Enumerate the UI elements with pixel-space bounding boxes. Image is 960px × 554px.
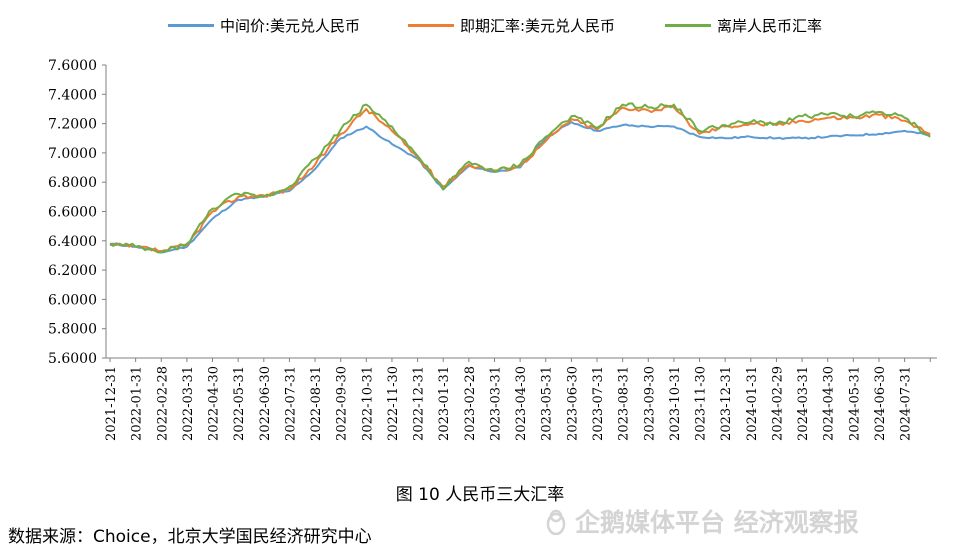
y-tick-label: 6.8000 xyxy=(48,175,97,191)
watermark: 企鹅媒体平台 经济观察报 xyxy=(545,503,859,539)
legend-label-mid-rate: 中间价:美元兑人民币 xyxy=(220,16,361,35)
y-tick-label: 6.0000 xyxy=(48,292,97,308)
legend-swatch-mid-rate xyxy=(168,23,214,27)
x-tick-label: 2024-02-29 xyxy=(770,366,785,441)
series-line-offshore-rate xyxy=(109,102,931,254)
x-tick-label: 2024-04-30 xyxy=(822,366,837,441)
x-tick-label: 2023-02-28 xyxy=(463,366,478,441)
x-tick-label: 2024-01-31 xyxy=(745,366,760,441)
x-tick-label: 2022-09-30 xyxy=(335,366,350,441)
y-tick-label: 5.6000 xyxy=(48,351,97,367)
x-tick-label: 2023-04-30 xyxy=(514,366,529,441)
legend-swatch-spot-rate xyxy=(408,23,454,27)
y-tick-label: 6.4000 xyxy=(48,234,97,250)
x-tick-label: 2022-02-28 xyxy=(155,366,170,441)
y-tick-label: 7.6000 xyxy=(48,58,97,74)
legend: 中间价:美元兑人民币 即期汇率:美元兑人民币 离岸人民币汇率 xyxy=(0,12,960,38)
x-tick-label: 2022-03-31 xyxy=(181,366,196,441)
legend-item-mid-rate: 中间价:美元兑人民币 xyxy=(168,12,360,38)
x-tick-label: 2024-06-30 xyxy=(873,366,888,441)
x-tick-label: 2022-05-31 xyxy=(232,366,247,441)
y-tick-label: 7.4000 xyxy=(48,87,97,103)
y-tick-label: 6.6000 xyxy=(48,205,97,221)
x-tick-label: 2023-10-31 xyxy=(668,366,683,441)
x-tick-label: 2023-09-30 xyxy=(642,366,657,441)
x-tick-label: 2023-03-31 xyxy=(488,366,503,441)
x-tick-label: 2023-12-31 xyxy=(719,366,734,441)
x-tick-label: 2022-08-31 xyxy=(309,366,324,441)
legend-label-spot-rate: 即期汇率:美元兑人民币 xyxy=(460,16,616,35)
x-tick-label: 2021-12-31 xyxy=(104,366,119,441)
x-tick-label: 2024-05-31 xyxy=(847,366,862,441)
y-tick-label: 6.2000 xyxy=(48,263,97,279)
series-line-spot-rate xyxy=(109,104,931,253)
x-tick-label: 2022-01-31 xyxy=(130,366,145,441)
x-tick-label: 2023-07-31 xyxy=(591,366,606,441)
x-tick-label: 2023-01-31 xyxy=(437,366,452,441)
x-tick-label: 2024-03-31 xyxy=(796,366,811,441)
legend-item-offshore-rate: 离岸人民币汇率 xyxy=(665,12,822,38)
legend-swatch-offshore-rate xyxy=(665,23,711,27)
legend-item-spot-rate: 即期汇率:美元兑人民币 xyxy=(408,12,615,38)
x-tick-label: 2023-08-31 xyxy=(617,366,632,441)
x-tick-label: 2022-12-31 xyxy=(412,366,427,441)
x-tick-label: 2022-11-30 xyxy=(386,366,401,441)
series-line-mid-rate xyxy=(109,121,931,254)
x-tick-label: 2022-07-31 xyxy=(283,366,298,441)
x-tick-label: 2023-11-30 xyxy=(694,366,709,441)
figure-caption: 图 10 人民币三大汇率 xyxy=(395,485,565,505)
y-tick-label: 7.0000 xyxy=(48,146,97,162)
x-tick-label: 2024-07-31 xyxy=(899,366,914,441)
x-tick-label: 2022-04-30 xyxy=(207,366,222,441)
x-tick-label: 2022-10-31 xyxy=(360,366,375,441)
legend-label-offshore-rate: 离岸人民币汇率 xyxy=(717,16,823,35)
x-tick-label: 2022-06-30 xyxy=(258,366,273,441)
penguin-logo-icon xyxy=(546,509,566,535)
x-tick-label: 2023-05-31 xyxy=(540,366,555,441)
watermark-text: 企鹅媒体平台 经济观察报 xyxy=(575,508,859,537)
x-tick-label: 2023-06-30 xyxy=(565,366,580,441)
y-tick-label: 5.8000 xyxy=(48,322,97,338)
y-tick-label: 7.2000 xyxy=(48,117,97,133)
data-source: 数据来源：Choice，北京大学国民经济研究中心 xyxy=(8,527,372,547)
